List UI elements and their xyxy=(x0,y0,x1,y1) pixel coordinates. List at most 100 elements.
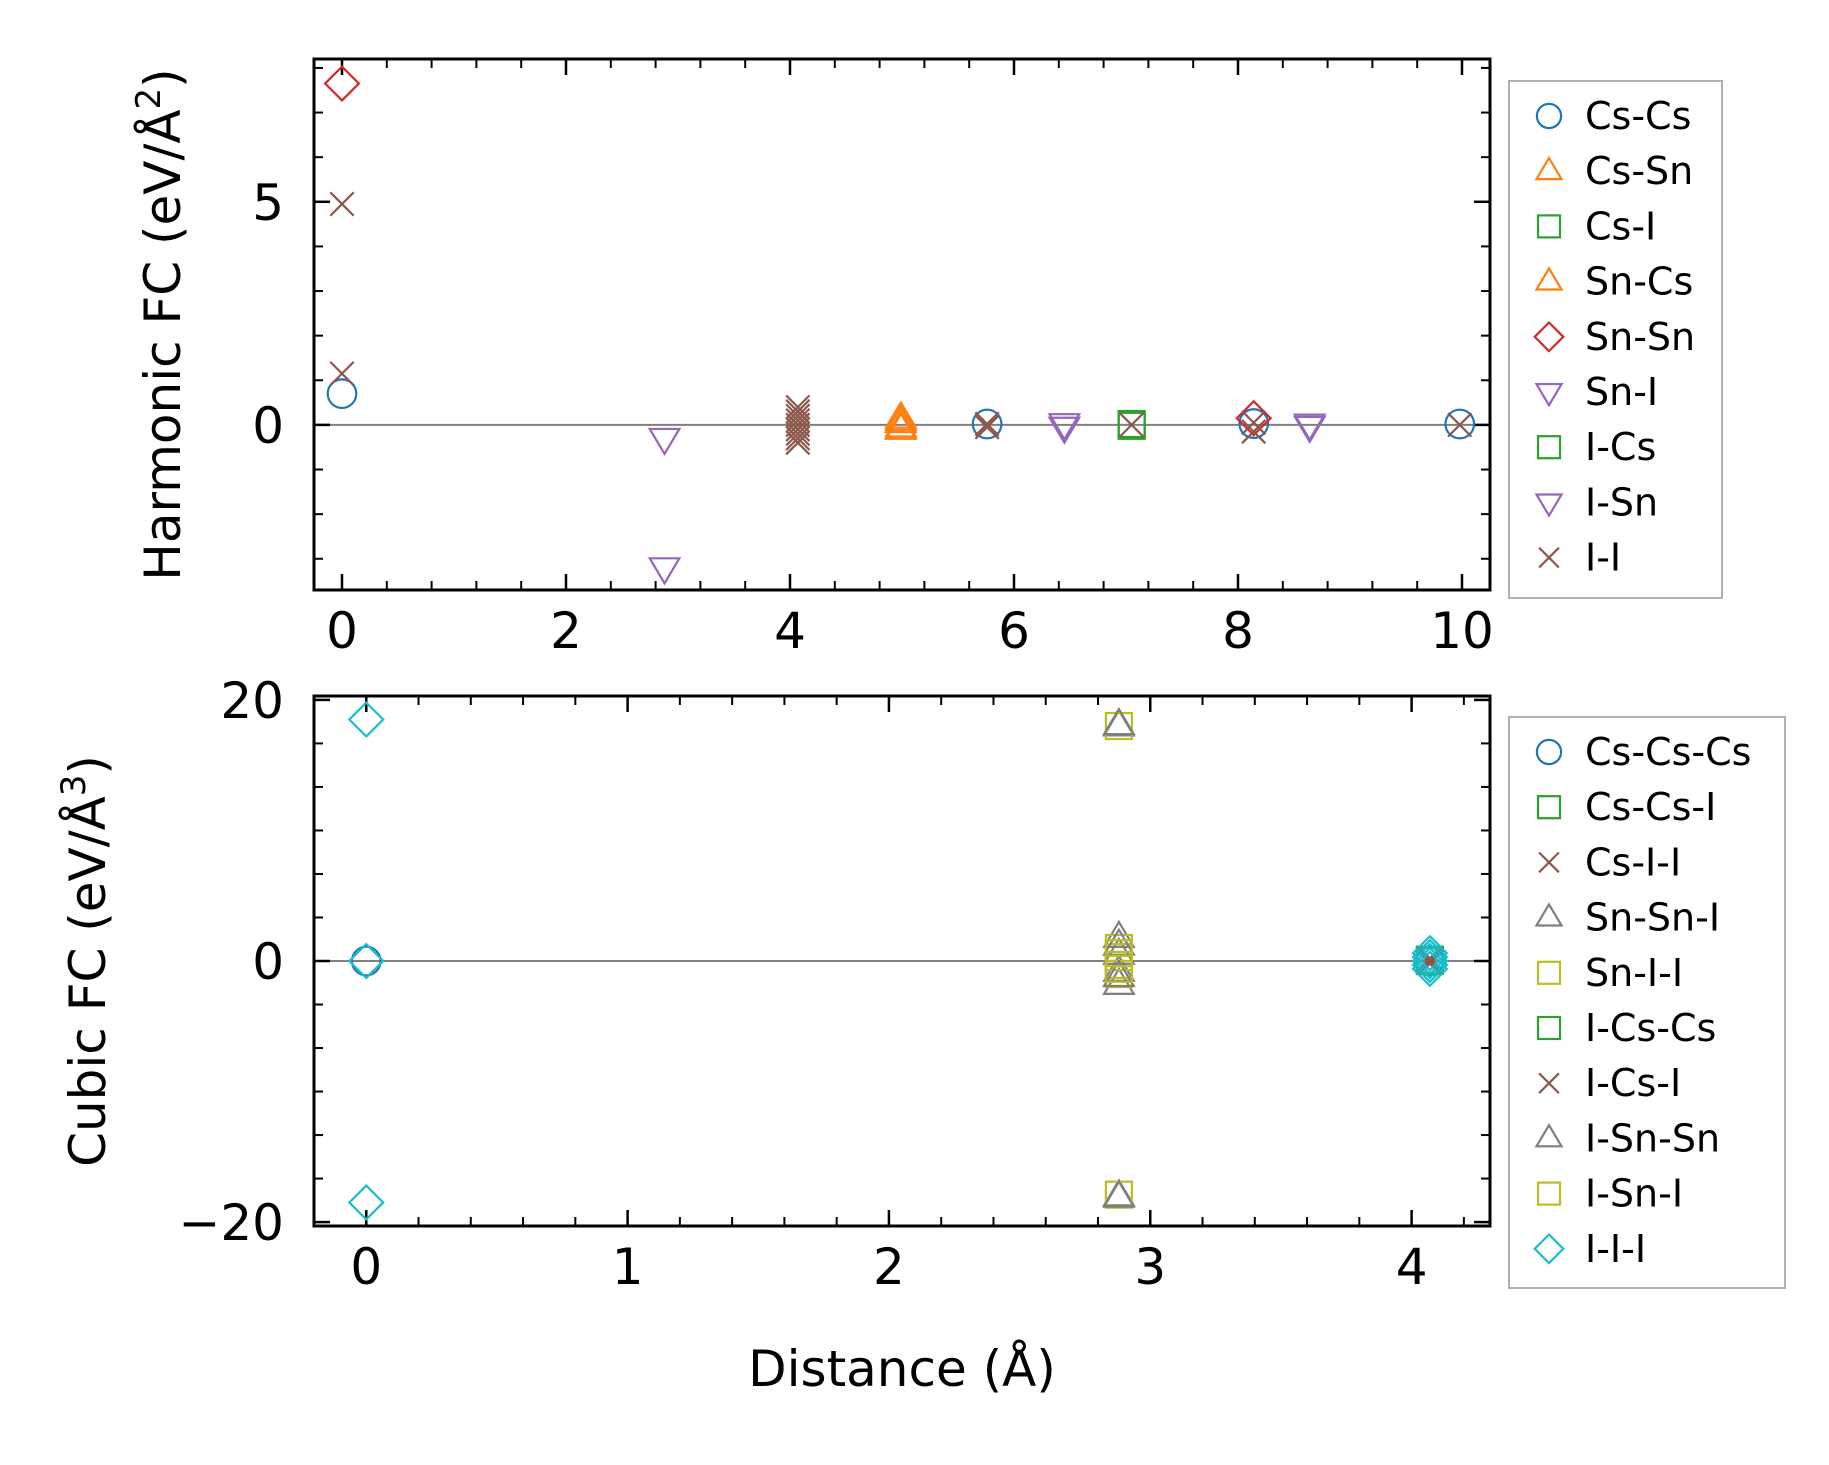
legend-label-sn-sn: Sn-Sn xyxy=(1585,315,1695,359)
legend-marker-i-sn-i xyxy=(1536,1181,1562,1206)
cubic-x-tick-label: 3 xyxy=(1134,1238,1166,1296)
point-sn-cs xyxy=(884,402,918,431)
cubic-tick-labels: 0 1 2 3 4 −20 0 20 xyxy=(178,672,1427,1296)
point-i-i xyxy=(785,407,811,433)
harmonic-ylabel-main: Harmonic FC (eV/Å xyxy=(134,109,192,580)
legend-marker-sn-i-i xyxy=(1536,960,1562,985)
legend-marker-i-i xyxy=(1538,546,1560,569)
harmonic-ylabel-exponent: 2 xyxy=(129,88,169,110)
cubic-y-axis-label: Cubic FC (eV/Å3) xyxy=(54,755,117,1167)
legend-label-i-i-i: I-I-I xyxy=(1585,1227,1646,1271)
point-i-i-i xyxy=(1411,946,1449,984)
point-cs-sn xyxy=(884,400,918,429)
cubic-legend-frame xyxy=(1508,716,1786,1289)
point-i-i xyxy=(1241,410,1267,436)
point-sn-i xyxy=(1292,415,1327,444)
harmonic-y-tick-label: 5 xyxy=(252,174,284,232)
legend-marker-sn-i xyxy=(1534,382,1564,408)
legend-label-sn-sn-i: Sn-Sn-I xyxy=(1585,896,1720,940)
cubic-ylabel-main: Cubic FC (eV/Å xyxy=(59,796,117,1167)
legend-label-i-cs: I-Cs xyxy=(1585,425,1656,469)
point-sn-i-i xyxy=(1104,711,1134,741)
point-i-i xyxy=(785,399,811,424)
point-i-i-i xyxy=(347,1184,385,1221)
point-i-i-i xyxy=(1411,934,1449,972)
cubic-x-tick-label: 2 xyxy=(873,1238,905,1296)
point-i-sn-sn xyxy=(1102,927,1136,956)
legend-label-i-sn: I-Sn xyxy=(1585,480,1658,524)
legend-marker-sn-cs xyxy=(1534,266,1564,291)
legend-marker-cs-i xyxy=(1536,214,1562,239)
legend-marker-i-sn xyxy=(1534,493,1564,518)
legend-marker-i-sn-sn xyxy=(1534,1123,1564,1148)
point-i-i xyxy=(974,414,1000,440)
point-sn-i xyxy=(647,427,682,457)
point-cs-cs xyxy=(971,408,1003,440)
harmonic-x-tick-label: 4 xyxy=(774,602,806,660)
harmonic-tick-labels: 0 2 4 6 8 10 0 5 xyxy=(252,174,1494,660)
cubic-ylabel-close: ) xyxy=(59,755,117,775)
harmonic-legend: Cs-Cs Cs-Sn Cs-I Sn-Cs Sn-Sn Sn-I I-Cs I-Sn I-I xyxy=(1508,80,1723,599)
legend-marker-i-cs xyxy=(1536,435,1562,460)
point-cs-cs xyxy=(1238,408,1270,439)
legend-label-cs-cs-i: Cs-Cs-I xyxy=(1585,785,1716,829)
legend-label-i-cs-i: I-Cs-I xyxy=(1585,1061,1681,1105)
point-i-i-i xyxy=(1411,950,1449,988)
point-sn-sn-i xyxy=(1102,708,1136,737)
harmonic-plot-frame xyxy=(312,57,1492,592)
cubic-y-tick-label: 0 xyxy=(252,933,284,991)
point-i-sn-sn xyxy=(1102,958,1136,988)
point-i-sn-sn xyxy=(1102,1179,1136,1208)
legend-marker-sn-sn xyxy=(1533,320,1565,353)
point-cs-sn xyxy=(884,411,918,440)
point-i-i xyxy=(329,361,355,387)
point-i-i-i xyxy=(1411,942,1449,980)
point-i-i xyxy=(785,416,811,442)
legend-label-cs-i-i: Cs-I-I xyxy=(1585,840,1681,884)
point-i-sn xyxy=(1292,413,1327,442)
cubic-y-tick-label: 20 xyxy=(220,672,284,730)
legend-marker-cs-sn xyxy=(1534,155,1564,181)
point-i-sn-i xyxy=(1104,954,1134,983)
point-sn-i xyxy=(647,557,682,586)
legend-label-sn-cs: Sn-Cs xyxy=(1585,260,1693,304)
point-sn-sn xyxy=(323,65,361,102)
point-i-i xyxy=(329,191,355,217)
point-i-sn-i xyxy=(1104,939,1134,968)
point-i-i xyxy=(785,394,811,420)
point-i-i xyxy=(785,430,811,456)
legend-label-cs-sn: Cs-Sn xyxy=(1585,149,1693,193)
harmonic-data-points xyxy=(323,65,1476,586)
point-i-i xyxy=(1447,412,1473,438)
cubic-x-tick-label: 0 xyxy=(350,1238,382,1296)
harmonic-y-tick-label: 0 xyxy=(252,397,284,455)
legend-marker-cs-i-i xyxy=(1538,851,1560,874)
legend-label-cs-cs: Cs-Cs xyxy=(1585,94,1691,138)
legend-label-cs-i: Cs-I xyxy=(1585,204,1656,248)
legend-marker-i-cs-i xyxy=(1538,1072,1560,1094)
point-i-sn-sn xyxy=(1102,706,1136,736)
point-i-i-i xyxy=(1411,938,1449,976)
point-i-i-i xyxy=(347,942,385,980)
point-cs-cs-cs xyxy=(350,945,382,977)
cubic-ylabel-exponent: 3 xyxy=(54,775,94,797)
harmonic-x-tick-label: 2 xyxy=(550,602,582,660)
point-i-cs xyxy=(1117,411,1146,440)
point-sn-cs xyxy=(884,409,918,438)
point-sn-sn-i xyxy=(1102,1178,1136,1207)
legend-label-cs-cs-cs: Cs-Cs-Cs xyxy=(1585,730,1751,774)
harmonic-ylabel-close: ) xyxy=(134,68,192,88)
legend-label-sn-i-i: Sn-I-I xyxy=(1585,951,1683,995)
legend-label-i-sn-i: I-Sn-I xyxy=(1585,1172,1683,1216)
harmonic-y-axis-label: Harmonic FC (eV/Å2) xyxy=(129,68,192,580)
point-i-i xyxy=(785,425,811,451)
cubic-x-tick-label: 1 xyxy=(612,1238,644,1296)
cubic-data-points xyxy=(347,701,1449,1221)
point-i-i xyxy=(974,411,1000,437)
point-i-i xyxy=(785,412,811,438)
x-axis-label: Distance (Å) xyxy=(748,1340,1056,1398)
point-cs-cs xyxy=(326,378,358,410)
legend-marker-i-i-i xyxy=(1533,1232,1565,1265)
